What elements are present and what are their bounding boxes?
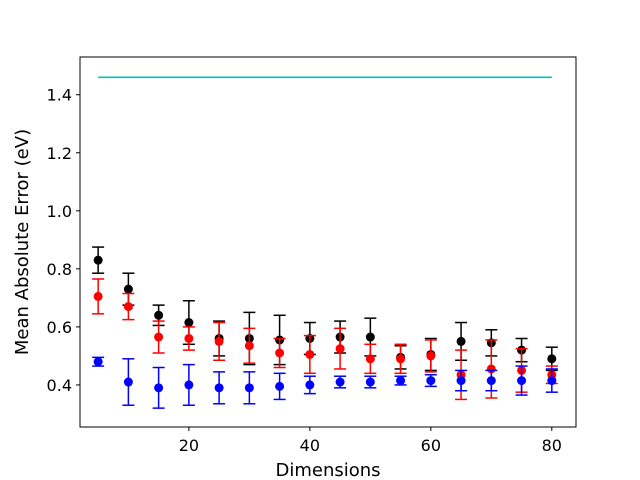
data-point bbox=[365, 377, 375, 387]
data-point bbox=[214, 336, 224, 346]
data-point bbox=[426, 376, 436, 386]
data-point bbox=[365, 332, 375, 342]
y-tick-label: 0.4 bbox=[47, 376, 72, 395]
data-point bbox=[275, 381, 285, 391]
x-tick-label: 20 bbox=[179, 436, 199, 455]
y-tick-label: 1.4 bbox=[47, 86, 72, 105]
data-point bbox=[365, 354, 375, 364]
y-tick-label: 0.8 bbox=[47, 260, 72, 279]
x-tick-label: 60 bbox=[421, 436, 441, 455]
y-tick-label: 1.0 bbox=[47, 202, 72, 221]
data-point bbox=[335, 344, 345, 354]
plot-area bbox=[79, 56, 577, 428]
data-point bbox=[154, 310, 164, 320]
data-point bbox=[305, 349, 315, 359]
data-point bbox=[305, 380, 315, 390]
data-point bbox=[426, 351, 436, 361]
y-axis-title: Mean Absolute Error (eV) bbox=[12, 129, 33, 355]
data-point bbox=[456, 376, 466, 386]
y-tick-label: 1.2 bbox=[47, 144, 72, 163]
data-point bbox=[93, 291, 103, 301]
data-point bbox=[456, 336, 466, 346]
data-point bbox=[396, 376, 406, 386]
data-point bbox=[184, 333, 194, 343]
data-point bbox=[184, 318, 194, 328]
y-axis-ticks: 0.4 0.6 0.8 1.0 1.2 1.4 bbox=[47, 86, 80, 395]
series-layer bbox=[92, 246, 558, 409]
data-point bbox=[184, 380, 194, 390]
x-axis-ticks: 20 40 60 80 bbox=[179, 427, 562, 455]
data-point bbox=[154, 383, 164, 393]
data-point bbox=[93, 357, 103, 367]
series-2 bbox=[92, 356, 558, 409]
data-point bbox=[93, 255, 103, 265]
data-point bbox=[123, 302, 133, 312]
x-axis-title: Dimensions bbox=[275, 460, 380, 480]
data-point bbox=[244, 341, 254, 351]
data-point bbox=[517, 376, 527, 386]
data-point bbox=[335, 377, 345, 387]
data-point bbox=[547, 376, 557, 386]
data-point bbox=[486, 364, 496, 374]
data-point bbox=[244, 383, 254, 393]
data-point bbox=[547, 354, 557, 364]
data-point bbox=[396, 354, 406, 364]
data-point bbox=[214, 383, 224, 393]
data-point bbox=[123, 284, 133, 294]
data-point bbox=[123, 377, 133, 387]
x-tick-label: 40 bbox=[300, 436, 320, 455]
data-point bbox=[275, 348, 285, 358]
series-1 bbox=[92, 278, 558, 401]
data-point bbox=[154, 332, 164, 342]
x-tick-label: 80 bbox=[542, 436, 562, 455]
y-tick-label: 0.6 bbox=[47, 318, 72, 337]
data-point bbox=[486, 376, 496, 386]
